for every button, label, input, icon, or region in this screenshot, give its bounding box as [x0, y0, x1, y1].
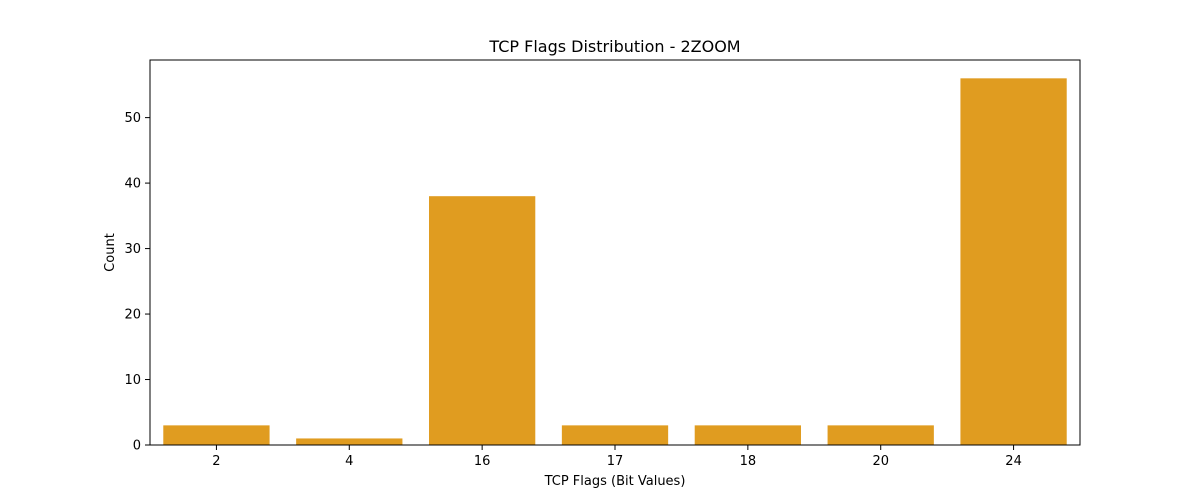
bar-20: [827, 425, 934, 445]
bar-18: [694, 425, 801, 445]
bar-4: [296, 438, 403, 445]
y-tick-label-20: 20: [124, 308, 141, 323]
x-axis-label: TCP Flags (Bit Values): [544, 474, 686, 489]
x-tick-label-24: 24: [1005, 454, 1022, 469]
bar-24: [960, 78, 1067, 445]
x-tick-label-18: 18: [740, 454, 757, 469]
bar-16: [429, 196, 536, 445]
plot-frame: [149, 59, 1081, 446]
bars-layer: [163, 78, 1067, 445]
y-tick-label-0: 0: [133, 439, 141, 454]
y-axis-label: Count: [103, 233, 118, 272]
y-axis-ticks: 0 10 20 30 40 50: [124, 111, 150, 454]
x-tick-label-4: 4: [345, 454, 353, 469]
y-tick-label-50: 50: [124, 111, 141, 126]
y-tick-label-40: 40: [124, 177, 141, 192]
bar-17: [561, 425, 669, 445]
x-axis-ticks: 2 4 16 17 18 20 24: [212, 445, 1022, 469]
x-tick-label-2: 2: [212, 454, 220, 469]
x-tick-label-17: 17: [607, 454, 624, 469]
x-tick-label-16: 16: [474, 454, 491, 469]
chart-title: TCP Flags Distribution - 2ZOOM: [488, 37, 740, 56]
x-tick-label-20: 20: [872, 454, 889, 469]
y-tick-label-30: 30: [124, 242, 141, 257]
bar-2: [163, 425, 270, 445]
y-tick-label-10: 10: [124, 373, 141, 388]
